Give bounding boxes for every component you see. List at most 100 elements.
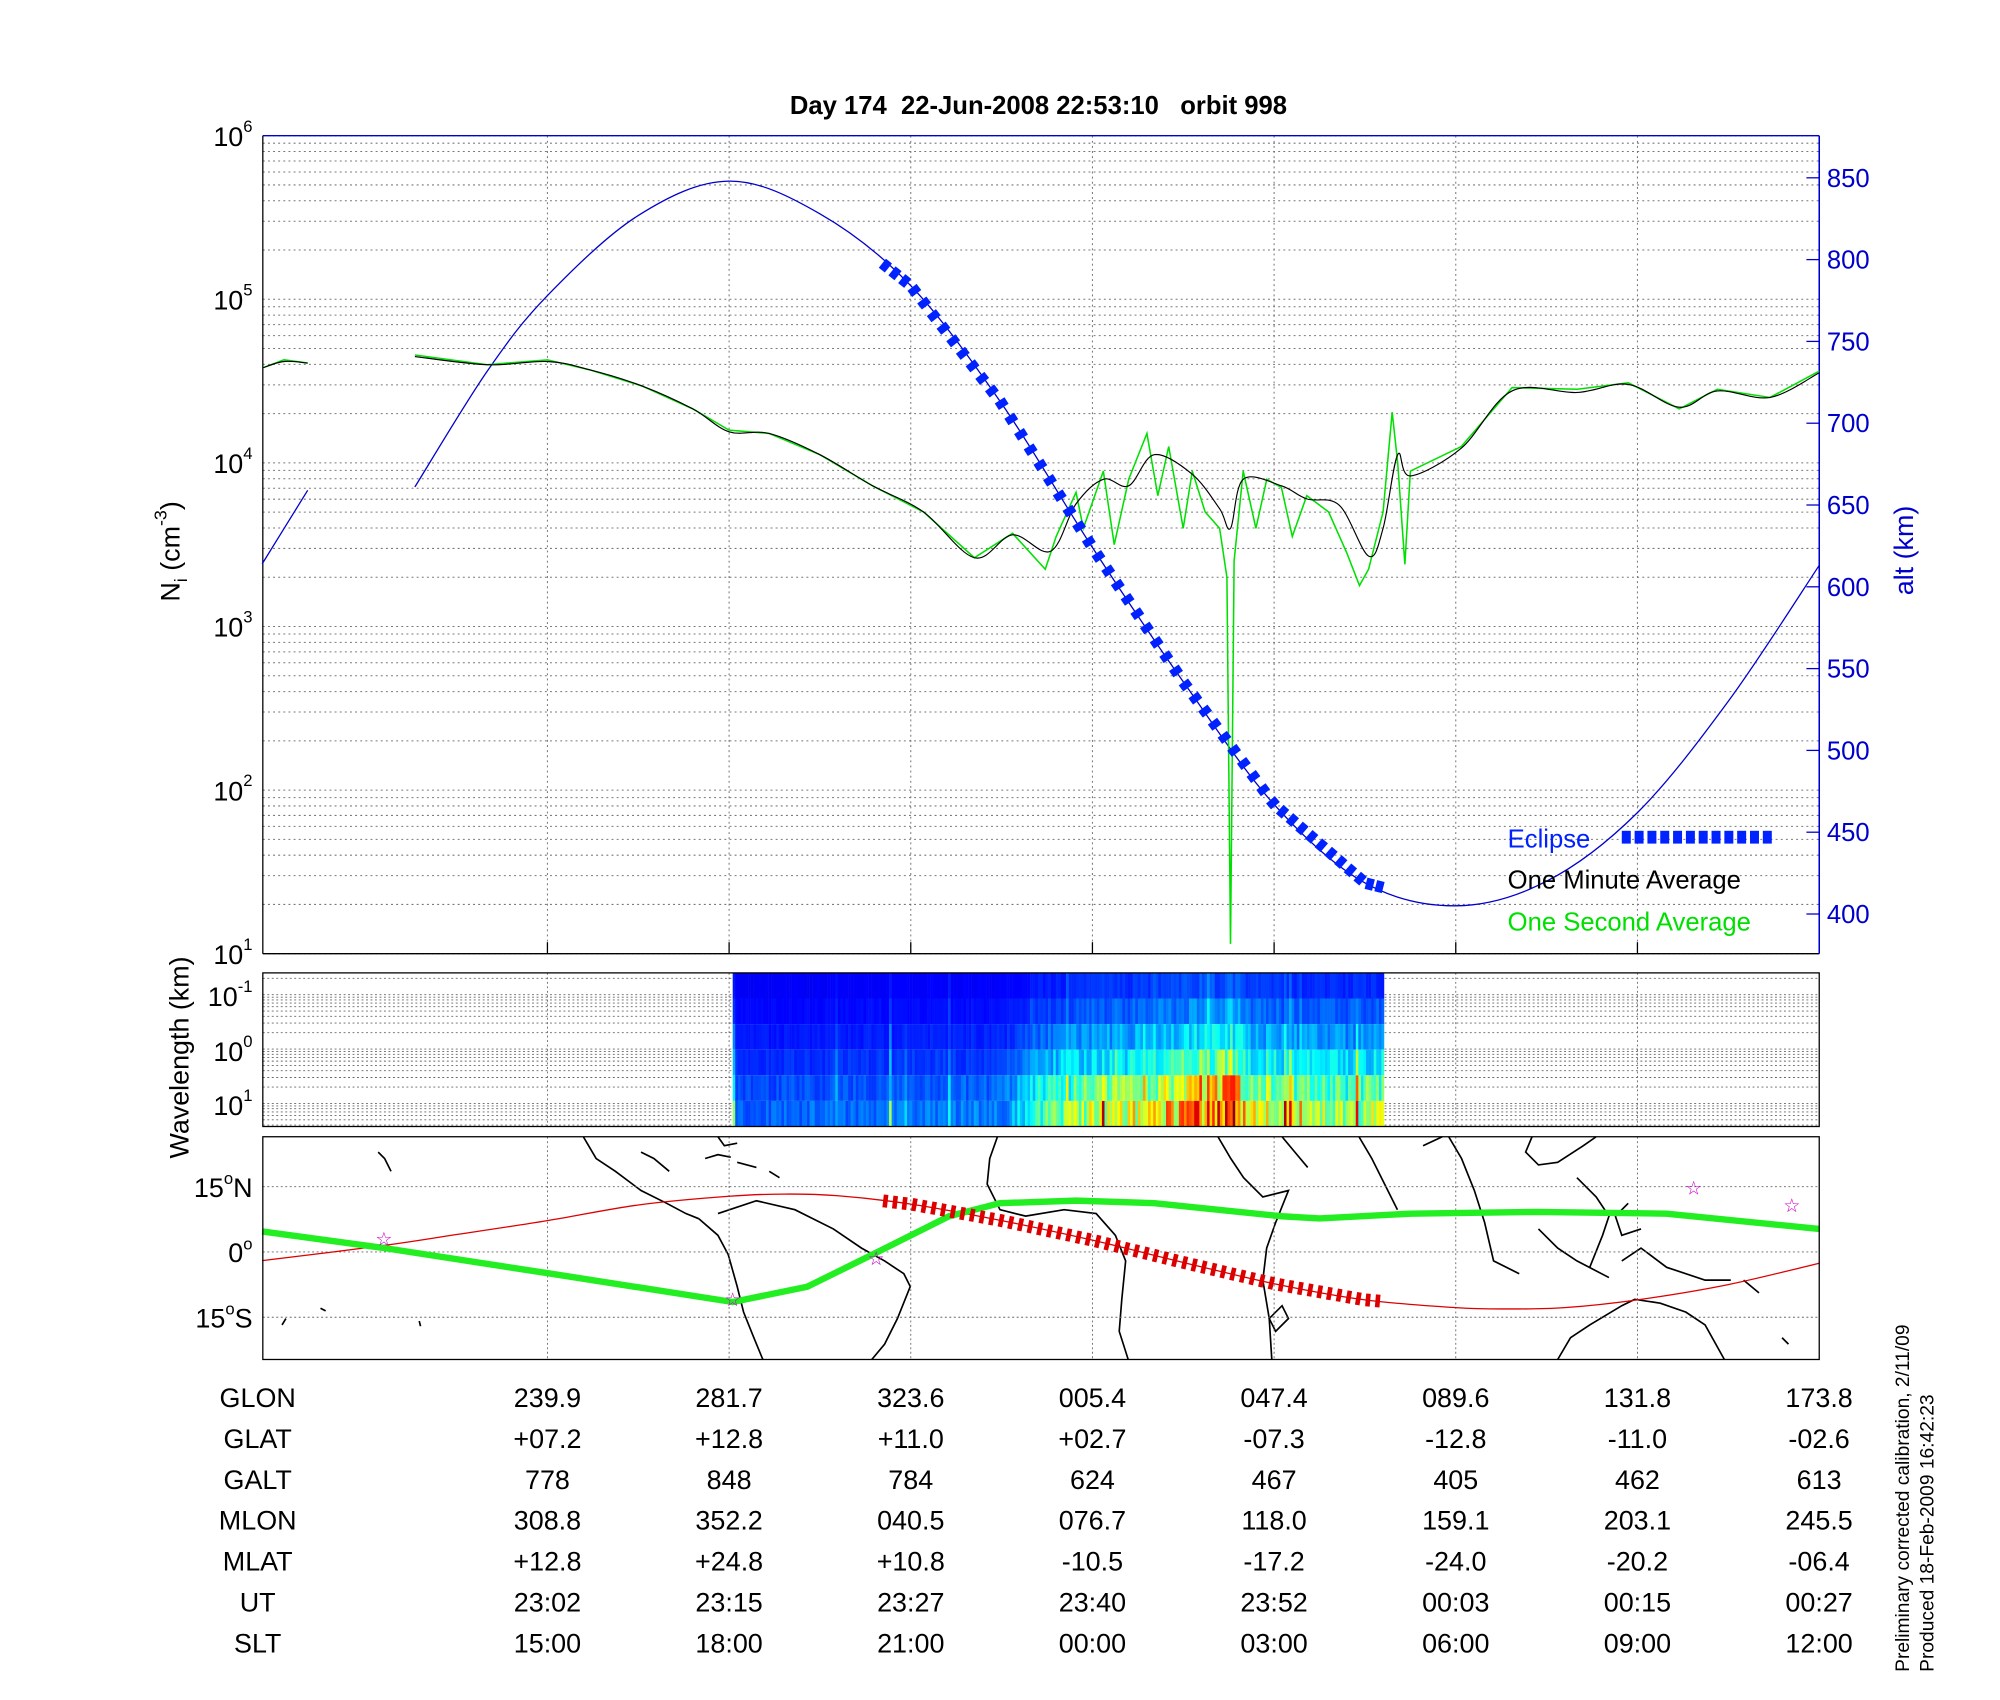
- spectrogram-cell: [996, 1100, 1000, 1127]
- spectrogram-cell: [1330, 1075, 1333, 1101]
- spectrogram-cell: [1040, 972, 1044, 999]
- eclipse-marker: [1072, 520, 1087, 533]
- spectrogram-cell: [825, 1100, 828, 1127]
- spectrogram-cell: [840, 1075, 844, 1101]
- y-tick-label: 102: [213, 771, 252, 806]
- spectrogram-cell: [1291, 1024, 1295, 1050]
- table-cell: -24.0: [1425, 1547, 1486, 1577]
- coastline-arabia-india: [1281, 1135, 1520, 1275]
- spectrogram-cell: [1330, 1100, 1333, 1127]
- spectrogram-cell: [1332, 998, 1336, 1025]
- spectrogram-cell: [1042, 998, 1046, 1025]
- spectrogram-cell: [809, 998, 813, 1025]
- eclipse-marker: [1304, 829, 1319, 844]
- table-cell: 00:27: [1785, 1588, 1852, 1618]
- spectrogram-cell: [1371, 1049, 1374, 1076]
- eclipse-marker: [985, 384, 999, 398]
- spectrogram-cell: [894, 998, 898, 1025]
- spectrogram-cell: [786, 1049, 790, 1076]
- spectrogram-cell: [878, 972, 882, 999]
- spectrogram-cell: [760, 972, 764, 999]
- spectrogram-cell: [742, 1075, 746, 1101]
- spectrogram-cell: [1048, 1075, 1051, 1101]
- spectrogram-cell: [1360, 972, 1364, 999]
- spectrogram-cell: [1114, 1075, 1118, 1101]
- spectrogram-cell: [1045, 1075, 1049, 1101]
- spectrogram-cell: [1253, 1024, 1257, 1050]
- spectrogram-cell: [1086, 1049, 1090, 1076]
- spectrogram-cell: [732, 972, 736, 999]
- spectrogram-cell: [958, 1100, 962, 1127]
- spectrogram-cell: [1194, 972, 1198, 999]
- spectrogram-cell: [999, 1100, 1003, 1127]
- eclipse-marker: [1033, 458, 1048, 472]
- spectrogram-cell: [1271, 1024, 1274, 1050]
- spectrogram-cell: [966, 1049, 969, 1076]
- spectrogram-cell: [996, 998, 1000, 1025]
- spectrogram-cell: [1214, 1049, 1218, 1076]
- spectrogram-cell: [1217, 1075, 1221, 1101]
- spectrogram-cell: [1130, 972, 1133, 999]
- spectrogram-cell: [950, 1100, 954, 1127]
- spectrogram-cell: [1117, 972, 1121, 999]
- spectrogram-cell: [766, 1100, 769, 1127]
- spectrogram-cell: [1337, 972, 1341, 999]
- spectrogram-cell: [776, 1075, 780, 1101]
- spectrogram-cell: [922, 1100, 926, 1127]
- spectrogram-cell: [1301, 1075, 1305, 1101]
- spectrogram-cell: [889, 1100, 892, 1127]
- spectrogram-cell: [771, 972, 774, 999]
- spectrogram-cell: [1378, 972, 1382, 999]
- spectrogram-cell: [940, 998, 944, 1025]
- eclipse-track-marker: [1074, 1230, 1083, 1244]
- spectrogram-cell: [825, 1049, 828, 1076]
- spectrogram-cell: [1227, 1075, 1231, 1101]
- spectrogram-cell: [868, 1049, 872, 1076]
- spectrogram-cell: [1378, 998, 1382, 1025]
- eclipse-marker: [1188, 691, 1203, 705]
- spectrogram-cell: [873, 1075, 877, 1101]
- spectrogram-cell: [1340, 1024, 1344, 1050]
- spectrogram-cell: [1053, 1075, 1057, 1101]
- spectrogram-cell: [1022, 972, 1026, 999]
- spectrogram-cell: [1127, 1100, 1131, 1127]
- spectrogram-cell: [1173, 1100, 1177, 1127]
- spectrogram-cell: [863, 1075, 867, 1101]
- spectrogram-cell: [1355, 1075, 1359, 1101]
- table-cell: -12.8: [1425, 1424, 1486, 1454]
- spectrogram-cell: [1296, 1075, 1300, 1101]
- spectrogram-cell: [1363, 1100, 1367, 1127]
- y-tick-label: 105: [213, 280, 252, 315]
- eclipse-marker: [1178, 678, 1193, 692]
- row-label: MLAT: [223, 1547, 293, 1577]
- spectrogram-cell: [1091, 1024, 1095, 1050]
- spectrogram-cell: [1148, 1024, 1151, 1050]
- spectrogram-cell: [771, 1100, 774, 1127]
- spectrogram-cell: [1230, 1049, 1233, 1076]
- spectrogram-cell: [1245, 972, 1249, 999]
- spectrogram-cell: [1230, 972, 1233, 999]
- spectrogram-cell: [773, 998, 777, 1025]
- spectrogram-cell: [832, 972, 836, 999]
- spectrogram-cell: [791, 1100, 795, 1127]
- spectrogram-cell: [1312, 1049, 1315, 1076]
- spectrogram-cell: [1137, 998, 1141, 1025]
- lat-value: 0: [228, 1238, 243, 1268]
- spectrogram-cell: [901, 1075, 905, 1101]
- spectrogram-cell: [1255, 1024, 1259, 1050]
- spectrogram-cell: [1273, 1075, 1277, 1101]
- spectrogram-cell: [1017, 1100, 1021, 1127]
- spectrogram-cell: [914, 998, 918, 1025]
- spectrogram-cell: [1230, 1024, 1233, 1050]
- eclipse-marker: [1236, 756, 1251, 770]
- spectrogram-cell: [1122, 1049, 1126, 1076]
- spectrogram-cell: [1078, 1049, 1082, 1076]
- spectrogram-cell: [1214, 1024, 1218, 1050]
- spectrogram-cell: [1258, 998, 1262, 1025]
- eclipse-marker: [994, 397, 1009, 410]
- spectrogram-cell: [1142, 998, 1146, 1025]
- spectrogram-cell: [989, 1075, 992, 1101]
- spectrogram-cell: [748, 998, 751, 1025]
- spectrogram-cell: [1160, 1024, 1164, 1050]
- spectrogram-cell: [1048, 1024, 1051, 1050]
